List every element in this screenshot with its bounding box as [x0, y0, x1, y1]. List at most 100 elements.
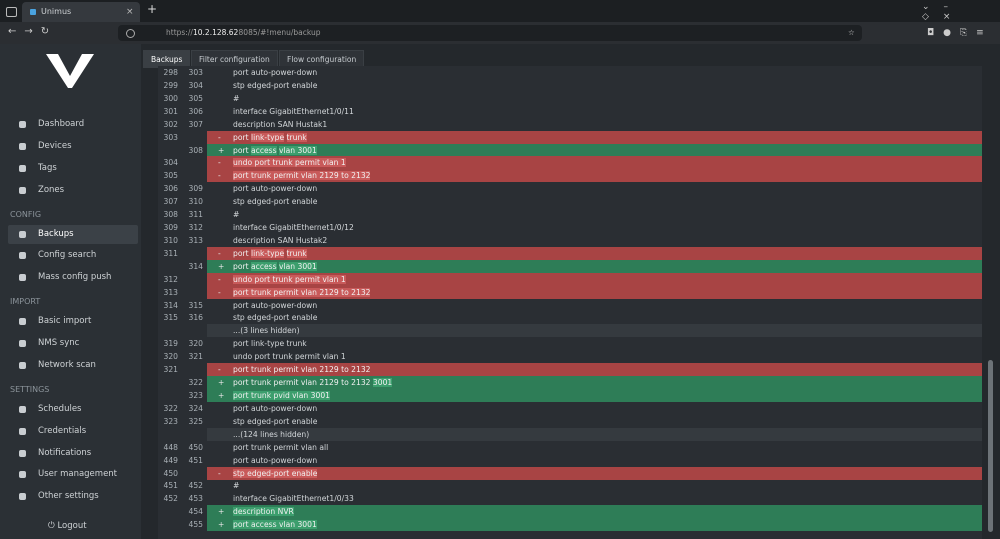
diff-row: 314 + port access vlan 3001 — [158, 259, 982, 273]
nav-item[interactable]: NMS sync — [8, 334, 138, 353]
diff-row: 305 - port trunk permit vlan 2129 to 2132 — [158, 169, 982, 183]
nav-icon — [19, 274, 26, 282]
nav-icon — [19, 405, 26, 413]
old-line-number: 314 — [163, 300, 179, 310]
nav-item[interactable]: Other settings — [8, 487, 138, 506]
diff-sign: + — [218, 507, 225, 517]
nav-item[interactable]: Network scan — [8, 356, 138, 375]
diff-sign: - — [218, 274, 221, 284]
row-background — [207, 402, 982, 415]
tab-close[interactable]: × — [126, 7, 134, 17]
nav-icon — [19, 121, 26, 128]
line-text: port trunk pvid vlan 3001 — [233, 389, 330, 402]
nav-item[interactable]: Notifications — [8, 444, 138, 463]
diff-sign: - — [218, 468, 221, 478]
old-line-number: 315 — [163, 313, 179, 323]
line-text: undo port trunk permit vlan 1 — [233, 273, 346, 286]
new-tab[interactable]: + — [147, 2, 158, 16]
line-text: undo port trunk permit vlan 1 — [233, 352, 346, 362]
old-line-number: 448 — [163, 442, 179, 452]
old-line-number: 322 — [163, 403, 179, 413]
nav-item[interactable]: Devices — [8, 137, 138, 156]
new-line-number: 316 — [188, 313, 204, 323]
url-host: 10.2.128.62 — [193, 28, 239, 37]
row-background — [207, 259, 982, 273]
diff-row: 319 320 port link-type trunk — [158, 337, 982, 350]
sidebar: ⏻ Logout Dashboard Devices Tags Zones CONFIG… — [0, 44, 141, 539]
url-bar[interactable]: https:// 10.2.128.62 :8085/#!menu/backup… — [118, 25, 862, 41]
section-heading: SETTINGS — [10, 384, 50, 394]
toolbar-icons[interactable]: ◘●⎘≡ — [927, 28, 993, 38]
nav-buttons[interactable]: ←→↻ — [8, 26, 58, 37]
diff-row: 452 453 interface GigabitEthernet1/0/33 — [158, 492, 982, 505]
new-line-number: 305 — [188, 93, 204, 103]
hidden-lines[interactable]: ...(124 lines hidden) — [233, 429, 310, 439]
line-text: port access vlan 3001 — [233, 144, 317, 157]
nav-item[interactable]: Dashboard — [8, 115, 138, 134]
old-line-number: 308 — [163, 210, 179, 220]
nav-item[interactable]: Tags — [8, 159, 138, 178]
new-line-number: 310 — [188, 197, 204, 207]
nav-item[interactable]: Backups — [8, 224, 138, 244]
nav-item[interactable]: Schedules — [8, 400, 138, 419]
new-line-number: 455 — [188, 520, 204, 530]
row-background — [207, 285, 982, 299]
text-segment: port trunk permit vlan 2129 to 2132 — [233, 378, 373, 388]
tab[interactable]: Flow configuration — [279, 50, 365, 68]
scrollbar[interactable] — [986, 66, 994, 539]
tab[interactable]: Backups — [143, 50, 191, 68]
line-text: port access vlan 3001 — [233, 260, 317, 273]
diff-row: 313 - port trunk permit vlan 2129 to 2132 — [158, 285, 982, 299]
old-line-number: 312 — [163, 274, 179, 284]
row-background — [207, 427, 982, 441]
changed-segment: vlan 3001 — [279, 261, 317, 271]
nav-label: Credentials — [38, 425, 87, 436]
diff-row: ...(3 lines hidden) — [158, 324, 982, 338]
nav-icon — [19, 318, 26, 326]
nav-item[interactable]: Zones — [8, 181, 138, 200]
nav-item[interactable]: Basic import — [8, 312, 138, 331]
browser-tab[interactable]: Unimus × — [22, 2, 140, 22]
tab-title: Unimus — [41, 7, 72, 16]
tab-list-icon[interactable] — [6, 7, 17, 17]
bookmark-star[interactable]: ☆ — [848, 28, 855, 37]
diff-row: 303 - port link-type trunk — [158, 130, 982, 144]
scroll-thumb[interactable] — [988, 360, 993, 532]
nav-item[interactable]: Credentials — [8, 422, 138, 441]
nav-item[interactable]: User management — [8, 465, 138, 484]
hidden-lines[interactable]: ...(3 lines hidden) — [233, 326, 300, 336]
nav-icon — [19, 493, 26, 501]
row-background — [207, 376, 982, 390]
nav-icon — [19, 186, 26, 194]
tab[interactable]: Filter configuration — [191, 50, 278, 68]
diff-row: 323 325 stp edged-port enable — [158, 415, 982, 428]
nav-item[interactable]: Config search — [8, 246, 138, 265]
diff-row: 311 - port link-type trunk — [158, 246, 982, 260]
window-controls[interactable]: ⌄–◇× — [922, 2, 965, 22]
nav-icon — [19, 164, 26, 172]
diff-row: 309 312 interface GigabitEthernet1/0/12 — [158, 221, 982, 234]
diff-row: 454 + description NVR — [158, 505, 982, 519]
logout[interactable]: ⏻ Logout — [48, 521, 87, 531]
row-background — [207, 143, 982, 157]
diff-row: 448 450 port trunk permit vlan all — [158, 441, 982, 454]
nav-item[interactable]: Mass config push — [8, 268, 138, 287]
old-line-number: 310 — [163, 235, 179, 245]
changed-segment: port access vlan 3001 — [233, 520, 317, 530]
old-line-number: 302 — [163, 119, 179, 129]
row-background — [207, 311, 982, 324]
line-text: stp edged-port enable — [233, 313, 318, 323]
old-line-number: 311 — [163, 248, 179, 258]
text-segment: port — [233, 248, 251, 258]
diff-sign: - — [218, 171, 221, 181]
nav-icon — [19, 252, 26, 260]
logo-shape — [46, 54, 94, 88]
row-background — [207, 479, 982, 492]
changed-segment: description NVR — [233, 507, 294, 517]
nav-label: Schedules — [38, 403, 82, 414]
changed-segment: port trunk permit vlan 2129 to 2132 — [233, 287, 371, 297]
new-line-number: 322 — [188, 378, 204, 388]
old-line-number: 298 — [163, 68, 179, 77]
diff-view: 298 303 port auto-power-down 299 304 stp edge… — [158, 66, 982, 539]
